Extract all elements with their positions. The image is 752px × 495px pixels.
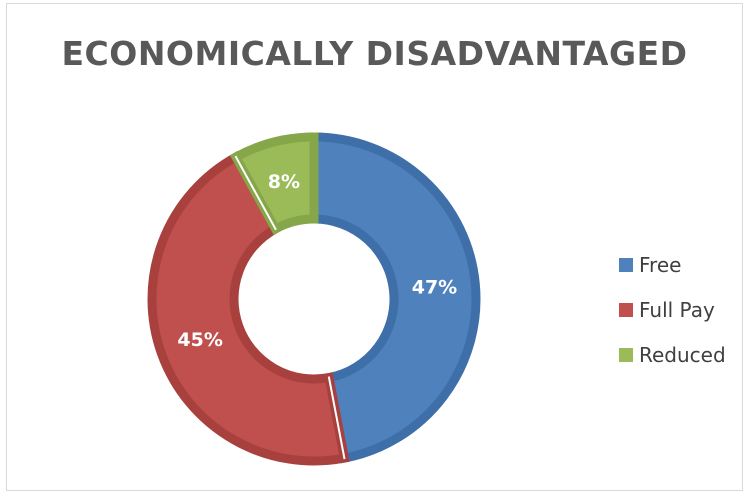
legend-swatch-reduced — [619, 347, 633, 362]
legend-swatch-free — [619, 257, 633, 272]
data-label-reduced: 8% — [268, 171, 300, 193]
chart-frame: ECONOMICALLY DISADVANTAGED 47% 45% 8% Free… — [6, 3, 743, 491]
legend-label-full-pay: Full Pay — [639, 297, 715, 322]
legend-item-full-pay: Full Pay — [619, 287, 726, 332]
chart-legend: Free Full Pay Reduced — [619, 242, 726, 377]
donut-chart: 47% 45% 8% — [147, 132, 481, 466]
legend-item-free: Free — [619, 242, 726, 287]
donut-slice-separator — [327, 376, 346, 460]
legend-item-reduced: Reduced — [619, 332, 726, 377]
donut-slice-separator — [234, 155, 277, 231]
data-label-full-pay: 45% — [177, 329, 222, 351]
donut-slice-full-pay — [147, 150, 350, 466]
donut-slice-reduced — [229, 132, 319, 236]
legend-swatch-full-pay — [619, 302, 633, 317]
legend-label-free: Free — [639, 252, 682, 277]
chart-title: ECONOMICALLY DISADVANTAGED — [61, 34, 688, 73]
data-label-free: 47% — [412, 277, 457, 299]
legend-label-reduced: Reduced — [639, 342, 726, 367]
donut-slice-free — [309, 132, 481, 464]
